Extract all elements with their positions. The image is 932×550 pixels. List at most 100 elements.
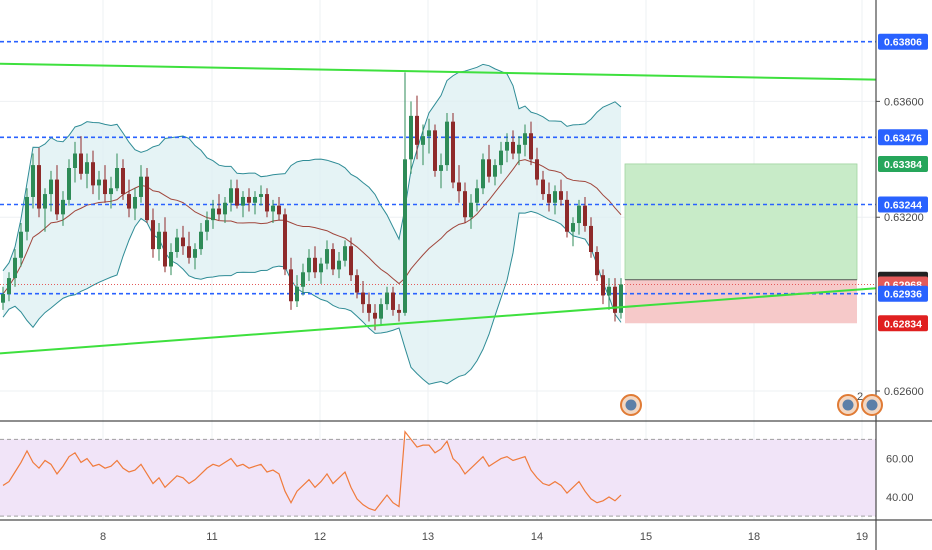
candle-body	[205, 220, 209, 232]
rsi-tick-label: 40.00	[886, 492, 914, 504]
candle	[535, 147, 539, 186]
trend-line	[0, 287, 876, 355]
candle	[463, 182, 467, 224]
candle-body	[517, 144, 521, 154]
price-label-text: 0.63244	[884, 199, 922, 211]
price-label-text: 0.63384	[884, 159, 922, 171]
candle	[445, 112, 449, 171]
candle	[427, 118, 431, 154]
candle-body	[283, 214, 287, 270]
candle-body	[415, 115, 419, 145]
candle-body	[547, 194, 551, 203]
candle	[451, 112, 455, 189]
candle-body	[247, 196, 251, 203]
candle-body	[427, 130, 431, 137]
candle-body	[565, 199, 569, 232]
candle-body	[619, 284, 623, 313]
candle	[193, 243, 197, 270]
price-label-background	[878, 129, 928, 146]
candle	[37, 147, 41, 218]
candle	[325, 240, 329, 270]
candle-body	[385, 292, 389, 305]
candle-body	[361, 292, 365, 305]
candle-body	[187, 246, 191, 258]
candle-body	[121, 168, 125, 195]
candle-body	[577, 205, 581, 224]
candle-body	[583, 205, 587, 226]
y-tick-label: 0.63600	[884, 96, 924, 108]
candle	[349, 237, 353, 281]
candle	[385, 286, 389, 310]
candle	[505, 133, 509, 163]
x-tick-label: 19	[856, 531, 868, 543]
candle	[421, 124, 425, 166]
candle-body	[463, 191, 467, 218]
candle	[415, 95, 419, 160]
candle-body	[607, 286, 611, 296]
candle-body	[469, 202, 473, 218]
candle-body	[133, 196, 137, 209]
candle	[91, 150, 95, 195]
candle-body	[193, 249, 197, 258]
candle-body	[433, 130, 437, 171]
candle-body	[535, 159, 539, 180]
candle-body	[55, 179, 59, 215]
rsi-panel	[0, 420, 932, 517]
candle	[7, 272, 11, 302]
candle-body	[157, 231, 161, 250]
candle-body	[253, 196, 257, 203]
candle-body	[601, 275, 605, 296]
candle	[397, 304, 401, 322]
candle	[241, 191, 245, 218]
candle	[403, 72, 407, 316]
event-marker-icon[interactable]: 2	[837, 391, 863, 416]
candle-body	[85, 162, 89, 174]
candle-body	[571, 223, 575, 232]
candle-body	[61, 199, 65, 215]
x-tick-label: 11	[206, 531, 217, 543]
candle	[1, 286, 5, 310]
candle	[559, 179, 563, 206]
candle-body	[589, 225, 593, 252]
candle-body	[505, 141, 509, 151]
candle	[337, 252, 341, 279]
candle	[115, 153, 119, 192]
rsi-line	[2, 430, 622, 512]
candle	[43, 188, 47, 232]
candle-body	[457, 182, 461, 192]
candle-body	[613, 286, 617, 313]
candle-body	[313, 257, 317, 273]
price-label-badge: 0.63384	[878, 155, 928, 172]
candle-body	[163, 231, 167, 267]
candle-body	[559, 191, 563, 200]
candle-body	[91, 162, 95, 186]
candle-body	[151, 220, 155, 250]
candle-body	[373, 312, 377, 319]
x-tick-label: 18	[748, 531, 760, 543]
trend-lines[interactable]	[0, 62, 876, 355]
candle-body	[325, 249, 329, 264]
candle-body	[241, 196, 245, 206]
candle	[133, 188, 137, 221]
candle	[31, 153, 35, 209]
candle-body	[445, 121, 449, 166]
price-label-background	[878, 285, 928, 302]
price-label-badge: 0.63806	[878, 33, 928, 50]
candle-body	[115, 168, 119, 189]
candle-body	[487, 159, 491, 177]
candle	[541, 170, 545, 200]
price-label-background	[878, 33, 928, 50]
candle	[211, 199, 215, 229]
price-label-badge: 0.62936	[878, 285, 928, 302]
event-markers[interactable]: 2	[620, 391, 883, 416]
event-marker-icon[interactable]	[620, 394, 642, 416]
candle	[409, 101, 413, 174]
x-tick-label: 8	[100, 531, 106, 543]
candle-body	[379, 304, 383, 319]
price-label-badge: 0.63476	[878, 129, 928, 146]
event-marker-icon[interactable]	[861, 394, 883, 416]
candle	[283, 208, 287, 276]
candle-body	[481, 159, 485, 189]
candle-body	[211, 208, 215, 221]
